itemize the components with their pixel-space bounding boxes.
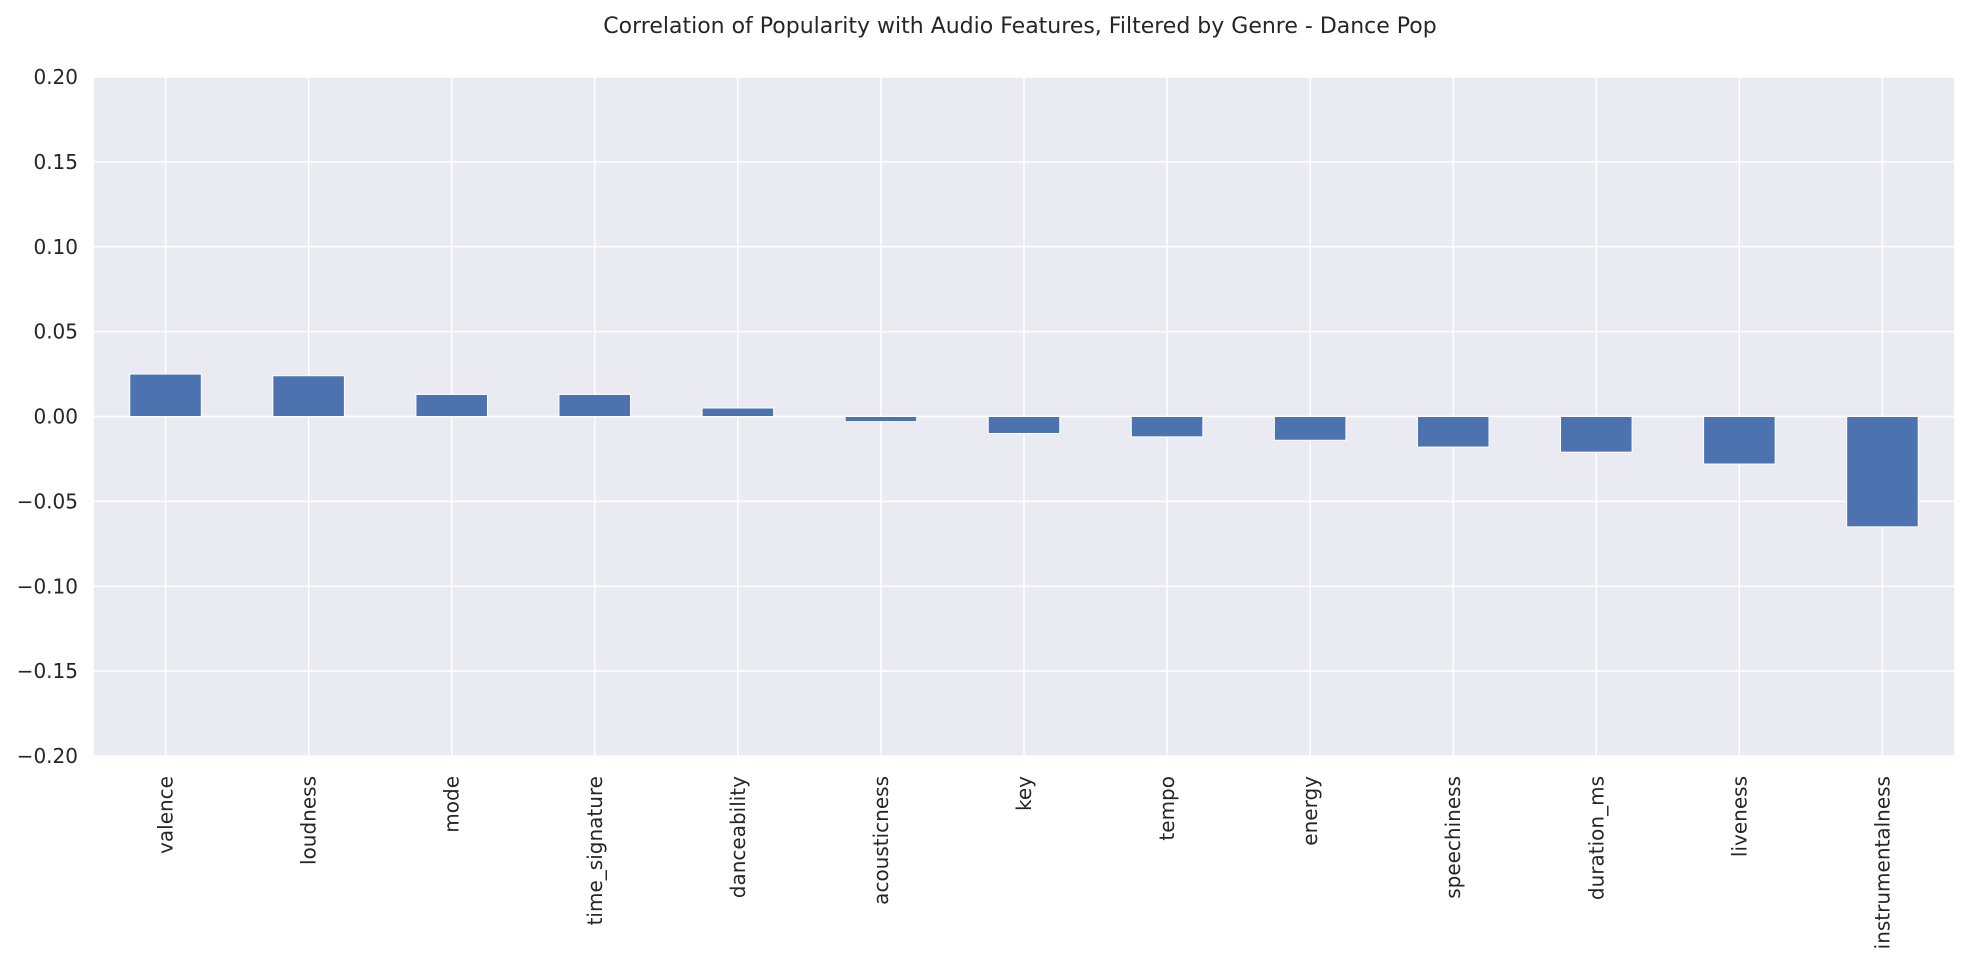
bar-duration-ms [1560, 416, 1633, 453]
bar-instrumentalness [1846, 416, 1919, 528]
x-tick-label: tempo [1155, 776, 1179, 841]
y-tick-label: −0.10 [17, 574, 78, 598]
bar-liveness [1703, 416, 1776, 465]
x-tick-label: instrumentalness [1870, 776, 1894, 949]
x-tick-label: key [1012, 776, 1036, 811]
y-tick-label: 0.10 [33, 235, 78, 259]
y-tick-label: 0.00 [33, 405, 78, 429]
y-tick-label: 0.15 [33, 150, 78, 174]
x-tick-label: acousticness [869, 776, 893, 905]
y-tick-label: −0.05 [17, 489, 78, 513]
x-tick-label: danceability [726, 776, 750, 898]
bar-tempo [1130, 416, 1204, 438]
x-tick-label: loudness [297, 776, 321, 865]
bar-mode [415, 393, 488, 417]
bar-danceability [701, 407, 775, 418]
chart-title: Correlation of Popularity with Audio Fea… [603, 14, 1436, 39]
bar-key [987, 416, 1061, 434]
bar-acousticness [844, 416, 918, 423]
y-tick-label: 0.20 [33, 65, 78, 89]
x-axis-ticks: valence loudness mode time_signature danceab… [154, 776, 1895, 950]
y-tick-label: −0.20 [17, 744, 78, 768]
x-tick-label: time_signature [583, 776, 607, 925]
x-tick-label: duration_ms [1584, 776, 1608, 900]
x-tick-label: mode [440, 776, 464, 833]
bar-loudness [272, 375, 345, 418]
x-tick-label: speechiness [1441, 776, 1465, 899]
x-tick-label: liveness [1727, 776, 1751, 857]
bar-valence [129, 373, 202, 417]
x-tick-label: valence [154, 776, 178, 854]
x-tick-label: energy [1298, 776, 1322, 846]
y-axis-ticks: −0.20 −0.15 −0.10 −0.05 0.00 0.05 0.10 0.15 0.20 [17, 65, 78, 768]
y-tick-label: −0.15 [17, 659, 78, 683]
y-tick-label: 0.05 [33, 320, 78, 344]
bar-speechiness [1416, 416, 1490, 448]
bars [129, 373, 1919, 528]
bar-energy [1273, 416, 1347, 441]
bar-time-signature [558, 393, 632, 417]
